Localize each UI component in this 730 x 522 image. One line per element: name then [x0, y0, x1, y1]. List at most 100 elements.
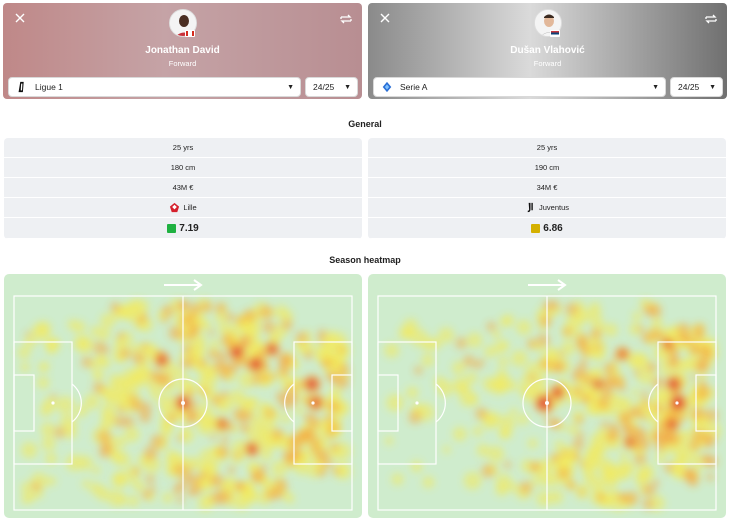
league-select[interactable]: Serie A ▼: [373, 77, 666, 97]
heat-blob: [208, 349, 218, 359]
heat-blob: [391, 473, 404, 486]
player-card-1: Jonathan David Forward Ligue 1 ▼ 24/25 ▼: [3, 3, 362, 99]
heat-blob: [452, 426, 467, 442]
heat-blob: [487, 445, 505, 463]
heat-blob: [597, 457, 614, 474]
chevron-down-icon: ▼: [709, 83, 716, 91]
heat-blob: [56, 396, 75, 414]
heat-blob: [689, 439, 701, 451]
heat-blob: [585, 307, 602, 324]
heat-blob: [495, 374, 513, 392]
heat-blob: [320, 358, 330, 368]
league-select[interactable]: Ligue 1 ▼: [8, 77, 301, 97]
close-icon[interactable]: [13, 11, 27, 25]
heat-blob: [634, 453, 647, 466]
stat-club[interactable]: Juventus: [368, 198, 726, 218]
heat-blob: [582, 374, 593, 385]
club-name: Juventus: [538, 203, 570, 212]
heat-blob: [191, 484, 203, 496]
heat-blob: [669, 379, 679, 389]
player-position: Forward: [168, 59, 197, 68]
heat-blob: [148, 485, 156, 493]
heat-blob: [595, 381, 601, 387]
heat-blob: [130, 478, 139, 487]
heat-blob: [281, 369, 289, 377]
swap-icon[interactable]: [338, 11, 354, 27]
heat-blob: [655, 441, 666, 452]
heat-blob: [189, 456, 200, 468]
stat-club[interactable]: Lille: [4, 198, 362, 218]
heat-blob: [167, 412, 177, 423]
heat-blob: [17, 346, 31, 359]
heat-blob: [28, 492, 37, 501]
heat-blob: [295, 406, 304, 415]
heatmap-player-2: [377, 279, 721, 512]
heat-blob: [668, 420, 676, 428]
heat-blob: [677, 413, 686, 422]
heatmap-pitch-player-2: [368, 274, 726, 518]
heat-blob: [274, 478, 288, 493]
heat-blob: [595, 427, 609, 442]
heat-blob: [492, 330, 502, 339]
season-select-label: 24/25: [313, 82, 335, 92]
heat-blob: [108, 373, 123, 388]
heat-blob: [119, 348, 131, 359]
swap-icon[interactable]: [703, 11, 719, 27]
heat-blob: [687, 475, 699, 487]
close-icon[interactable]: [378, 11, 392, 25]
heat-blob: [618, 396, 631, 409]
attack-direction-arrow-icon: [528, 279, 567, 291]
heat-blob: [690, 374, 697, 381]
heat-blob: [509, 407, 518, 416]
heat-blob: [25, 331, 32, 338]
heat-blob: [209, 339, 220, 350]
heat-blob: [246, 397, 256, 408]
heat-blob: [198, 358, 208, 368]
heat-blob: [530, 478, 539, 487]
canada-flag-icon: [184, 30, 195, 37]
heat-blob: [189, 302, 202, 315]
heat-blob: [197, 378, 208, 388]
heat-blob: [436, 380, 454, 397]
heat-blob: [481, 464, 495, 478]
heat-blob: [216, 350, 227, 362]
heat-blob: [651, 316, 663, 328]
heat-blob: [601, 388, 613, 399]
heat-blob: [590, 367, 604, 381]
heat-blob: [422, 476, 435, 489]
heat-blob: [695, 360, 709, 374]
chevron-down-icon: ▼: [652, 83, 659, 91]
heat-blob: [696, 384, 711, 399]
club-name: Lille: [183, 203, 197, 212]
heat-blob: [232, 347, 242, 357]
league-select-label: Serie A: [400, 82, 428, 92]
heat-blob: [466, 372, 478, 384]
heat-blob: [176, 480, 186, 491]
heat-blob: [98, 445, 112, 459]
heat-blob: [641, 390, 649, 399]
heat-blob: [41, 436, 56, 451]
heat-blob: [265, 408, 275, 418]
heat-blob: [312, 399, 320, 407]
heat-blob: [270, 372, 278, 380]
heat-blob: [565, 302, 579, 316]
heat-blob: [202, 320, 212, 330]
heat-blob: [531, 462, 541, 472]
heat-blob: [330, 443, 339, 451]
heat-blob: [161, 403, 170, 412]
heat-blob: [550, 360, 563, 373]
heat-blob: [201, 301, 213, 313]
heat-blob: [289, 448, 303, 462]
section-title-general: General: [348, 119, 382, 129]
season-select[interactable]: 24/25 ▼: [670, 77, 723, 97]
heat-blob: [579, 358, 588, 367]
heat-blob: [186, 355, 195, 364]
heat-blob: [271, 460, 288, 477]
season-select[interactable]: 24/25 ▼: [305, 77, 358, 97]
heat-blob: [221, 476, 238, 493]
heat-blob: [158, 376, 168, 385]
heat-blob: [624, 491, 639, 506]
heat-blob: [334, 462, 352, 480]
heat-blob: [307, 415, 321, 429]
heat-blob: [176, 330, 184, 338]
